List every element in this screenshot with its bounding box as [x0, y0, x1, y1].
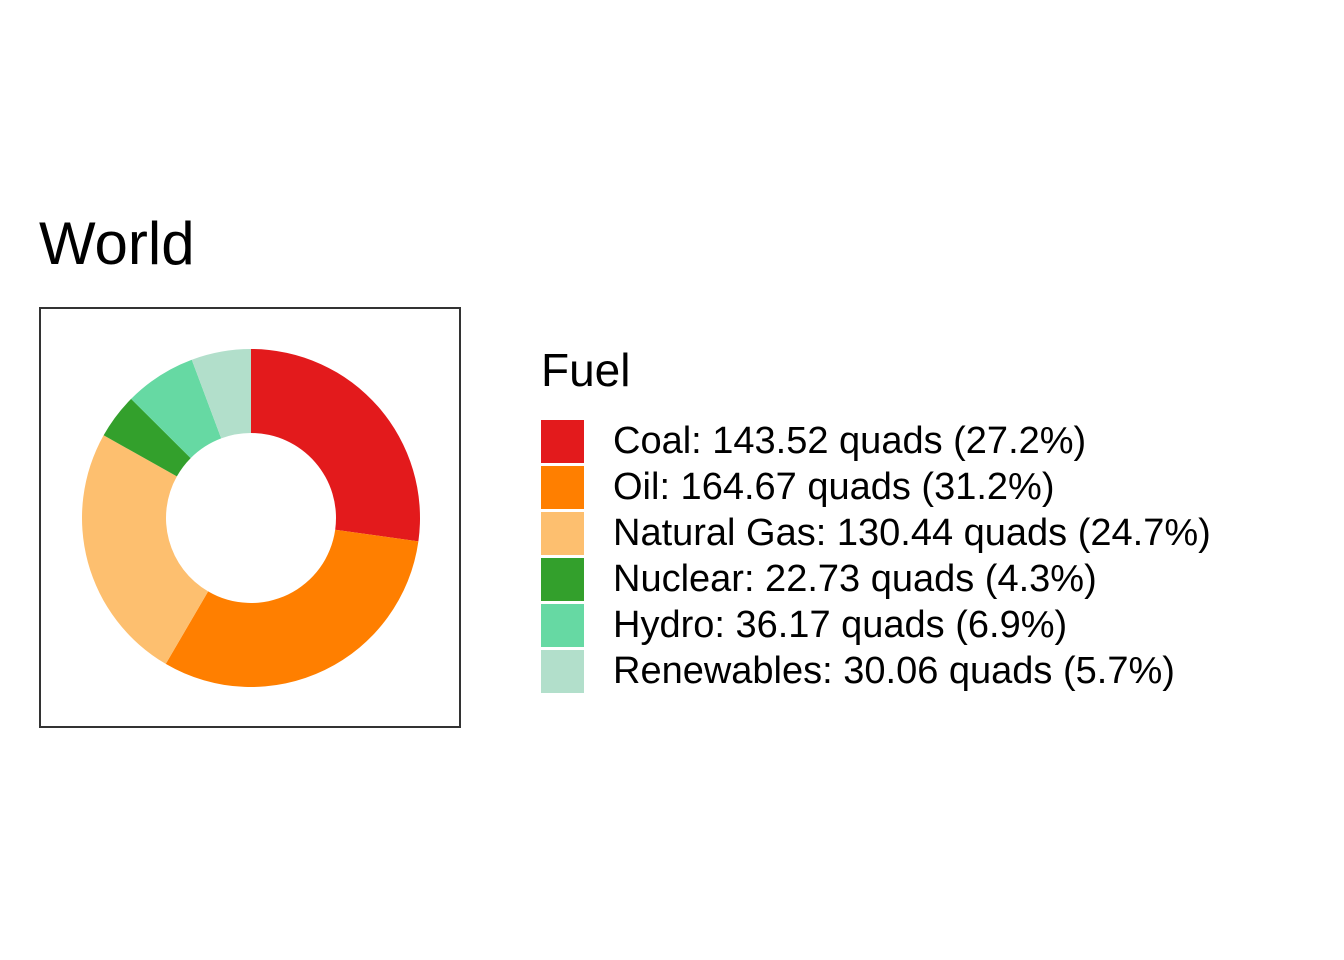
legend-label-hydro: Hydro: 36.17 quads (6.9%): [613, 604, 1068, 646]
chart-title: World: [39, 210, 195, 277]
legend-swatch-oil: [541, 465, 584, 509]
legend-label-nuclear: Nuclear: 22.73 quads (4.3%): [613, 558, 1097, 600]
legend-label-coal: Coal: 143.52 quads (27.2%): [613, 420, 1087, 462]
donut-slice-nuclear: [103, 398, 191, 477]
donut-slice-hydro: [131, 359, 222, 459]
legend-swatch-hydro: [541, 603, 584, 647]
legend: Fuel Coal: 143.52 quads (27.2%) Oil: 164.…: [541, 340, 1211, 694]
donut-chart: [81, 349, 420, 687]
legend-item-natural-gas: Natural Gas: 130.44 quads (24.7%): [541, 510, 1211, 556]
donut-slice-coal: [251, 349, 420, 542]
legend-label-natural-gas: Natural Gas: 130.44 quads (24.7%): [613, 512, 1211, 554]
donut-slice-oil: [165, 529, 419, 687]
legend-swatch-renewables: [541, 649, 584, 693]
legend-label-oil: Oil: 164.67 quads (31.2%): [613, 466, 1055, 508]
chart-panel: [39, 307, 461, 728]
legend-item-coal: Coal: 143.52 quads (27.2%): [541, 418, 1211, 464]
legend-items: Coal: 143.52 quads (27.2%) Oil: 164.67 qu…: [541, 418, 1211, 694]
donut-slice-natural-gas: [81, 435, 209, 664]
donut-slice-renewables: [191, 349, 251, 439]
legend-swatch-coal: [541, 419, 584, 463]
legend-item-hydro: Hydro: 36.17 quads (6.9%): [541, 602, 1211, 648]
legend-title: Fuel: [541, 344, 631, 396]
legend-item-oil: Oil: 164.67 quads (31.2%): [541, 464, 1211, 510]
legend-item-renewables: Renewables: 30.06 quads (5.7%): [541, 648, 1211, 694]
legend-swatch-natural-gas: [541, 511, 584, 555]
legend-item-nuclear: Nuclear: 22.73 quads (4.3%): [541, 556, 1211, 602]
legend-swatch-nuclear: [541, 557, 584, 601]
legend-label-renewables: Renewables: 30.06 quads (5.7%): [613, 650, 1175, 692]
